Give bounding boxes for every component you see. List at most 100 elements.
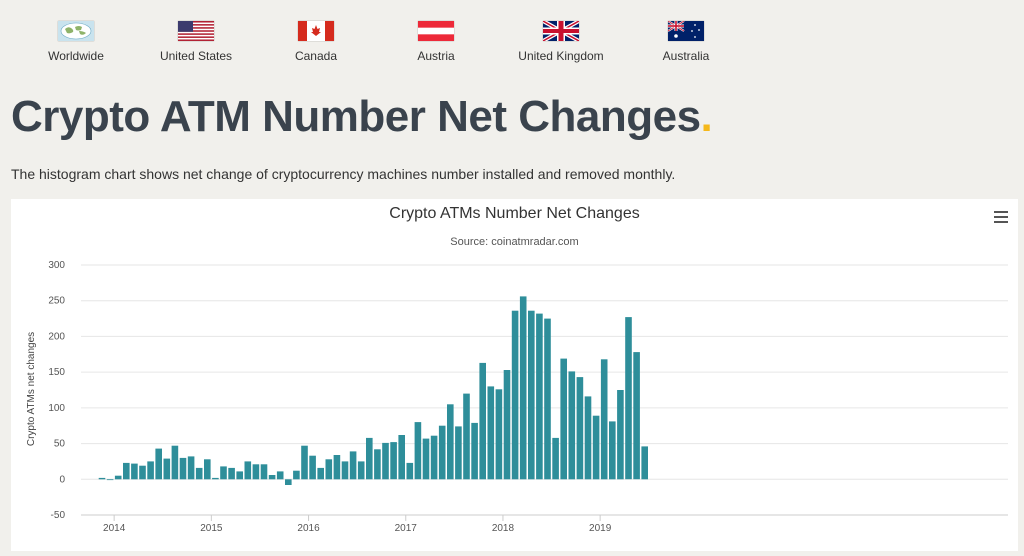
country-tab-austria[interactable]: Austria — [391, 12, 481, 72]
country-label: Austria — [417, 49, 455, 63]
histogram-bar[interactable] — [422, 438, 430, 480]
histogram-bar[interactable] — [357, 461, 365, 480]
country-tab-australia[interactable]: Australia — [641, 12, 731, 72]
y-tick-label: 250 — [48, 296, 65, 307]
histogram-bar[interactable] — [519, 296, 527, 480]
histogram-bar[interactable] — [98, 477, 106, 480]
country-label: United States — [159, 49, 233, 63]
histogram-bar[interactable] — [528, 310, 535, 480]
histogram-bar[interactable] — [447, 404, 454, 480]
histogram-bar[interactable] — [276, 471, 284, 480]
histogram-bar[interactable] — [244, 461, 252, 480]
histogram-bar[interactable] — [131, 463, 138, 480]
histogram-bar[interactable] — [479, 362, 486, 480]
histogram-bar[interactable] — [309, 455, 316, 480]
page-title: Crypto ATM Number Net Changes. — [11, 92, 713, 142]
histogram-bar[interactable] — [187, 456, 195, 480]
us-flag-icon — [178, 21, 214, 41]
histogram-bar[interactable] — [285, 479, 292, 485]
y-tick-label: 200 — [48, 331, 65, 342]
histogram-bar[interactable] — [293, 470, 300, 480]
country-tab-canada[interactable]: Canada — [271, 12, 361, 72]
histogram-bar[interactable] — [406, 462, 414, 480]
page-title-text: Crypto ATM Number Net Changes — [11, 92, 701, 141]
histogram-bar[interactable] — [171, 445, 179, 480]
histogram-bar[interactable] — [430, 435, 438, 480]
y-tick-label: 50 — [54, 439, 66, 450]
chart-card: -50 0 50 100 150 200 250 300 2014 2015 2016 2017 20… — [11, 199, 1018, 551]
country-tab-united-states[interactable]: United States — [151, 12, 241, 72]
histogram-bar[interactable] — [212, 477, 219, 480]
histogram-bar[interactable] — [641, 446, 648, 480]
histogram-bar[interactable] — [495, 389, 503, 480]
histogram-bar[interactable] — [106, 479, 114, 481]
country-label: United Kingdom — [518, 49, 604, 63]
histogram-bar[interactable] — [204, 459, 211, 480]
histogram-bar[interactable] — [487, 386, 495, 480]
histogram-bar[interactable] — [366, 437, 373, 480]
chart-subtitle: Source: coinatmradar.com — [450, 236, 579, 248]
chart-title: Crypto ATMs Number Net Changes — [389, 205, 640, 222]
histogram-bar[interactable] — [317, 467, 324, 480]
histogram-bar[interactable] — [268, 475, 276, 480]
histogram-bar[interactable] — [544, 318, 551, 480]
country-label: Worldwide — [48, 49, 104, 63]
histogram-bar[interactable] — [584, 396, 592, 480]
canada-flag-icon — [298, 21, 334, 41]
histogram-bar[interactable] — [390, 442, 397, 480]
histogram-bar[interactable] — [592, 415, 600, 480]
histogram-bar[interactable] — [349, 451, 357, 480]
histogram-bar[interactable] — [114, 475, 122, 480]
title-dot: . — [700, 92, 713, 141]
histogram-bar[interactable] — [139, 465, 146, 480]
histogram-bar[interactable] — [252, 464, 260, 480]
histogram-bar[interactable] — [220, 466, 227, 480]
histogram-bar[interactable] — [568, 371, 576, 480]
histogram-bar[interactable] — [325, 459, 333, 480]
histogram-bar[interactable] — [236, 471, 243, 480]
histogram-bar[interactable] — [617, 390, 624, 480]
histogram-bar[interactable] — [463, 393, 470, 480]
histogram-bar[interactable] — [123, 462, 130, 480]
histogram-bar[interactable] — [398, 435, 405, 480]
austria-flag-icon — [418, 21, 454, 41]
histogram-bar[interactable] — [609, 421, 616, 480]
histogram-bar[interactable] — [195, 467, 203, 480]
country-tab-united-kingdom[interactable]: United Kingdom — [516, 12, 606, 72]
histogram-bar[interactable] — [576, 377, 584, 480]
histogram-bar[interactable] — [414, 422, 422, 480]
histogram-bar[interactable] — [625, 317, 632, 480]
histogram-bar[interactable] — [633, 352, 640, 480]
histogram-bar[interactable] — [536, 313, 543, 480]
histogram-bar[interactable] — [511, 310, 519, 480]
histogram-bar[interactable] — [155, 448, 162, 480]
y-tick-label: 150 — [48, 367, 65, 378]
histogram-bar[interactable] — [471, 422, 478, 480]
y-tick-label: 300 — [48, 260, 65, 271]
histogram-bar[interactable] — [503, 370, 511, 480]
histogram-bar[interactable] — [438, 425, 446, 480]
x-tick-label: 2019 — [589, 523, 612, 534]
histogram-bar[interactable] — [455, 426, 462, 480]
histogram-bar[interactable] — [333, 455, 341, 480]
x-tick-label: 2017 — [395, 523, 418, 534]
globe-flag-icon — [58, 21, 94, 41]
x-tick-label: 2015 — [200, 523, 223, 534]
histogram-bar[interactable] — [560, 358, 567, 480]
histogram-bar[interactable] — [382, 442, 389, 480]
histogram-bar[interactable] — [374, 449, 381, 480]
histogram-bar[interactable] — [228, 467, 235, 480]
histogram-bar[interactable] — [341, 461, 349, 480]
chart-menu-icon[interactable] — [994, 211, 1008, 223]
histogram-bar[interactable] — [600, 359, 608, 480]
histogram-bar[interactable] — [260, 464, 268, 480]
histogram-bar[interactable] — [179, 457, 187, 480]
histogram-bar[interactable] — [301, 445, 308, 480]
bars — [98, 296, 648, 485]
histogram-bar[interactable] — [552, 437, 559, 480]
histogram-bar[interactable] — [163, 458, 171, 480]
histogram-bar[interactable] — [147, 461, 154, 480]
country-tab-worldwide[interactable]: Worldwide — [31, 12, 121, 72]
x-tick-label: 2018 — [492, 523, 515, 534]
